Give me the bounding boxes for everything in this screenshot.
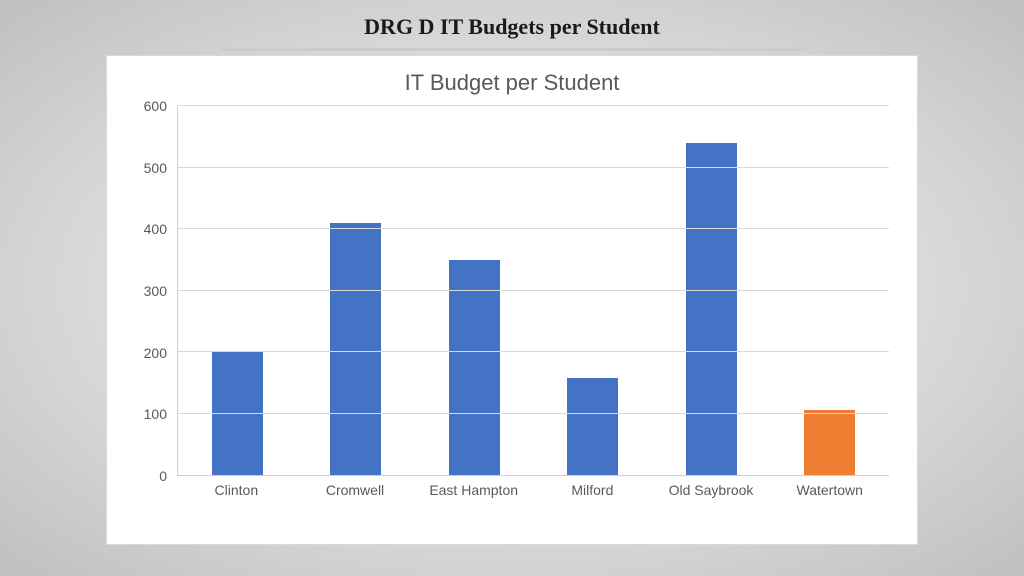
gridline [178,105,889,106]
x-tick-label: Clinton [177,476,296,506]
gridline [178,228,889,229]
bar [804,410,855,475]
bar-slot [534,106,653,475]
title-underline [220,48,805,51]
bar [212,352,263,475]
bar [567,378,618,475]
x-tick-label: Old Saybrook [652,476,771,506]
gridline [178,290,889,291]
y-tick-label: 300 [144,283,167,299]
bar [686,143,737,475]
y-axis: 0100200300400500600 [125,106,173,476]
y-tick-label: 500 [144,160,167,176]
bar [330,223,381,475]
bar-slot [415,106,534,475]
bar-slot [652,106,771,475]
plot-area-wrap: 0100200300400500600 ClintonCromwellEast … [125,106,899,506]
x-axis: ClintonCromwellEast HamptonMilfordOld Sa… [177,476,889,506]
x-tick-label: Cromwell [296,476,415,506]
x-tick-label: East Hampton [414,476,533,506]
bar [449,260,500,475]
page-title: DRG D IT Budgets per Student [0,0,1024,48]
gridline [178,167,889,168]
x-tick-label: Milford [533,476,652,506]
bars-row [178,106,889,475]
chart-container: IT Budget per Student 0 100 200 300 400 500 60… [106,55,918,545]
plot-area [177,106,889,476]
y-tick-label: 600 [144,98,167,114]
y-tick-label: 100 [144,406,167,422]
y-tick-label: 0 [159,468,167,484]
bar-slot [178,106,297,475]
chart-title: IT Budget per Student [125,70,899,96]
y-tick-label: 400 [144,221,167,237]
bar-slot [297,106,416,475]
gridline [178,351,889,352]
gridline [178,413,889,414]
bar-slot [771,106,890,475]
y-tick-label: 200 [144,345,167,361]
x-tick-label: Watertown [770,476,889,506]
